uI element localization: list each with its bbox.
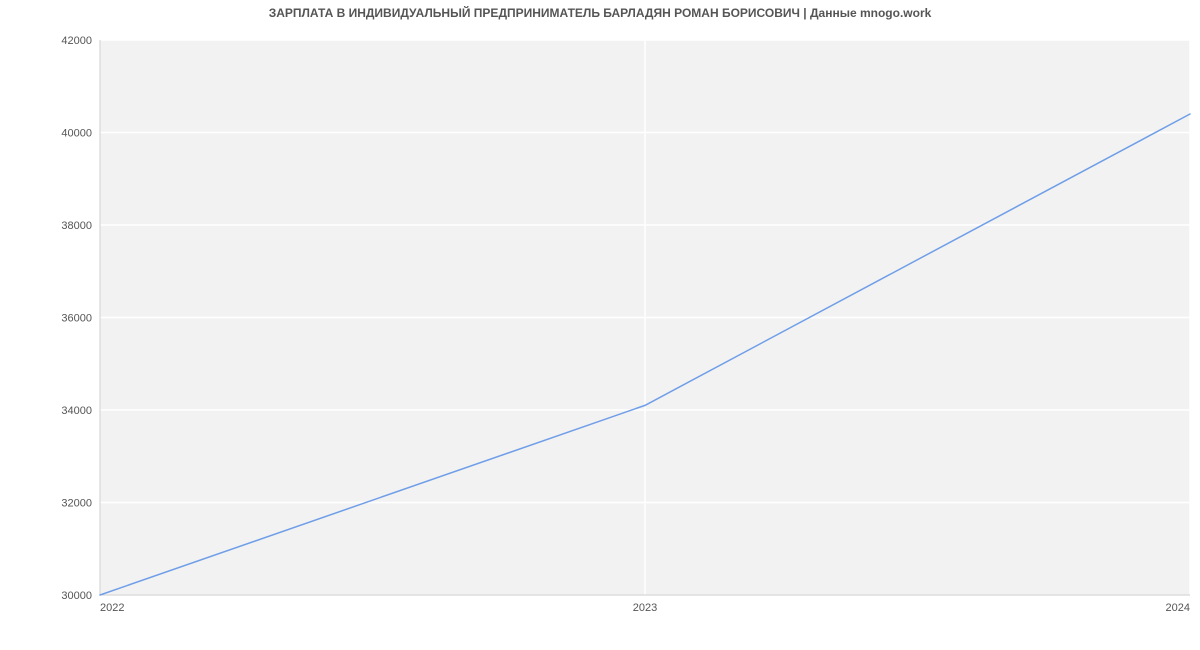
y-tick-label: 30000 xyxy=(61,590,92,602)
y-tick-label: 34000 xyxy=(61,405,92,417)
y-tick-label: 32000 xyxy=(61,498,92,510)
y-tick-label: 40000 xyxy=(61,128,92,140)
line-chart: 30000 32000 34000 36000 38000 40000 42000 2022 2… xyxy=(0,0,1200,650)
chart-container: ЗАРПЛАТА В ИНДИВИДУАЛЬНЫЙ ПРЕДПРИНИМАТЕЛ… xyxy=(0,0,1200,650)
x-tick-label: 2022 xyxy=(100,602,124,614)
x-tick-label: 2023 xyxy=(633,602,657,614)
y-tick-label: 36000 xyxy=(61,313,92,325)
x-tick-label: 2024 xyxy=(1166,602,1190,614)
y-tick-label: 42000 xyxy=(61,35,92,47)
y-tick-label: 38000 xyxy=(61,220,92,232)
